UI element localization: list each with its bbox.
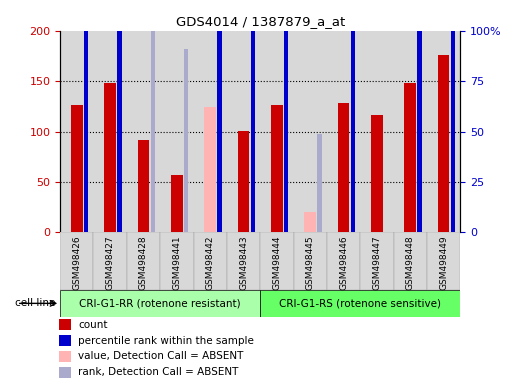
Bar: [184, 49, 188, 232]
Text: GSM498447: GSM498447: [372, 235, 381, 290]
Text: GSM498442: GSM498442: [206, 235, 214, 290]
Bar: [371, 115, 383, 232]
Bar: [160, 232, 194, 290]
Bar: [59, 367, 71, 378]
Bar: [351, 0, 355, 232]
Bar: [127, 31, 160, 232]
Text: GSM498444: GSM498444: [272, 235, 281, 290]
Bar: [104, 83, 116, 232]
Bar: [84, 0, 88, 232]
Bar: [260, 232, 293, 290]
Bar: [438, 55, 449, 232]
Bar: [293, 232, 327, 290]
Bar: [127, 232, 160, 290]
Bar: [293, 31, 327, 232]
Bar: [360, 31, 393, 232]
Bar: [284, 0, 288, 232]
Bar: [117, 0, 122, 232]
Bar: [94, 31, 127, 232]
Text: GSM498449: GSM498449: [439, 235, 448, 290]
Title: GDS4014 / 1387879_a_at: GDS4014 / 1387879_a_at: [176, 15, 345, 28]
Text: rank, Detection Call = ABSENT: rank, Detection Call = ABSENT: [78, 367, 238, 377]
Bar: [60, 290, 260, 317]
Bar: [94, 232, 127, 290]
Bar: [417, 0, 422, 232]
Text: value, Detection Call = ABSENT: value, Detection Call = ABSENT: [78, 351, 243, 361]
Text: GSM498428: GSM498428: [139, 235, 148, 290]
Bar: [59, 319, 71, 330]
Text: GSM498441: GSM498441: [173, 235, 181, 290]
Bar: [338, 103, 349, 232]
Text: percentile rank within the sample: percentile rank within the sample: [78, 336, 254, 346]
Bar: [71, 105, 83, 232]
Text: GSM498427: GSM498427: [106, 235, 115, 290]
Text: CRI-G1-RS (rotenone sensitive): CRI-G1-RS (rotenone sensitive): [279, 298, 441, 308]
Bar: [260, 290, 460, 317]
Bar: [451, 0, 455, 232]
Bar: [171, 175, 183, 232]
Text: GSM498448: GSM498448: [406, 235, 415, 290]
Bar: [138, 139, 150, 232]
Bar: [59, 351, 71, 362]
Bar: [160, 31, 194, 232]
Bar: [237, 131, 249, 232]
Bar: [427, 31, 460, 232]
Bar: [304, 212, 316, 232]
Bar: [427, 232, 460, 290]
Bar: [251, 2, 255, 232]
Bar: [194, 31, 227, 232]
Bar: [360, 232, 393, 290]
Bar: [204, 107, 216, 232]
Bar: [60, 232, 94, 290]
Bar: [271, 105, 283, 232]
Text: count: count: [78, 320, 107, 330]
Bar: [151, 18, 155, 232]
Bar: [227, 232, 260, 290]
Bar: [317, 134, 322, 232]
Text: GSM498445: GSM498445: [306, 235, 315, 290]
Bar: [394, 31, 427, 232]
Bar: [218, 0, 222, 232]
Bar: [194, 232, 227, 290]
Bar: [327, 232, 360, 290]
Text: GSM498443: GSM498443: [239, 235, 248, 290]
Bar: [394, 232, 427, 290]
Bar: [59, 335, 71, 346]
Bar: [60, 31, 94, 232]
Text: GSM498426: GSM498426: [72, 235, 81, 290]
Bar: [404, 83, 416, 232]
Bar: [260, 31, 293, 232]
Text: CRI-G1-RR (rotenone resistant): CRI-G1-RR (rotenone resistant): [79, 298, 241, 308]
Text: GSM498446: GSM498446: [339, 235, 348, 290]
Text: cell line: cell line: [15, 298, 55, 308]
Bar: [227, 31, 260, 232]
Bar: [327, 31, 360, 232]
